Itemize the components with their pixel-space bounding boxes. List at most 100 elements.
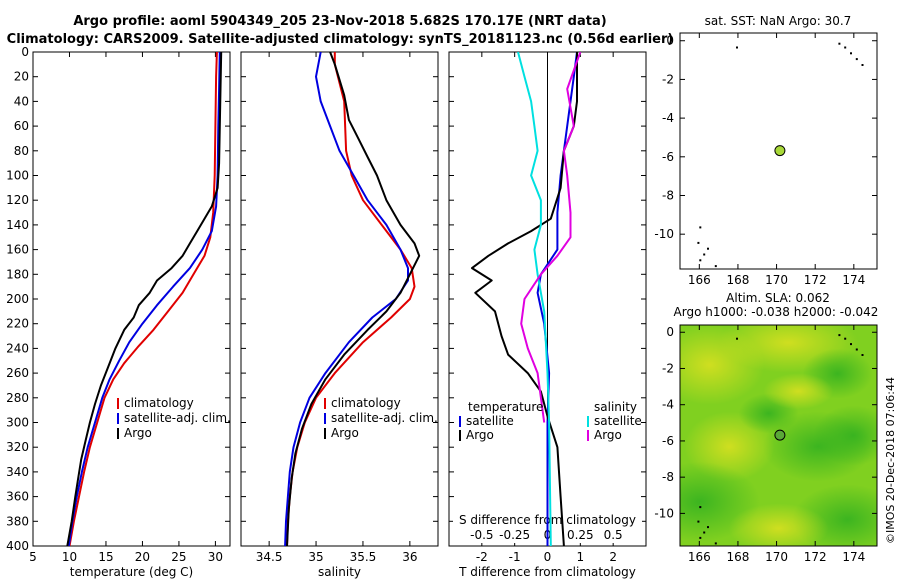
coastline-speck bbox=[844, 337, 847, 340]
map-y-tick-label: 0 bbox=[666, 325, 674, 339]
x-tick-label: 0 bbox=[544, 550, 552, 564]
coastline-speck bbox=[699, 506, 702, 509]
y-tick-label: 240 bbox=[6, 341, 29, 355]
coastline-speck bbox=[850, 343, 852, 346]
y-tick-label: 320 bbox=[6, 440, 29, 454]
map-x-tick-label: 172 bbox=[804, 550, 827, 564]
legend-entry-climatology: climatology bbox=[124, 396, 194, 410]
coastline-speck bbox=[703, 531, 706, 534]
y-tick-label: 60 bbox=[14, 119, 29, 133]
y-tick-label: 140 bbox=[6, 218, 29, 232]
title-line2: Climatology: CARS2009. Satellite-adjuste… bbox=[7, 32, 674, 47]
x-tick-label: 2 bbox=[609, 550, 617, 564]
coastline-speck bbox=[703, 253, 706, 256]
s-diff-tick-label: -0.25 bbox=[499, 528, 530, 542]
y-tick-label: 200 bbox=[6, 292, 29, 306]
series-line-climatology bbox=[68, 52, 218, 546]
s-diff-tick-label: -0.5 bbox=[470, 528, 493, 542]
series-line-t-argo bbox=[471, 52, 578, 546]
sla-anomaly-patch bbox=[680, 325, 765, 405]
legend-entry-satellite: satellite-adj. clim. bbox=[124, 411, 231, 425]
coastline-speck bbox=[838, 42, 841, 45]
series-group bbox=[66, 52, 223, 546]
legend-entry-s-argo: Argo bbox=[594, 428, 622, 442]
map-x-tick-label: 170 bbox=[765, 550, 788, 564]
x-tick-label: 35 bbox=[308, 550, 323, 564]
y-tick-label: 40 bbox=[14, 94, 29, 108]
sla-field bbox=[680, 325, 877, 546]
x-tick-label: 34.5 bbox=[256, 550, 283, 564]
map-x-tick-label: 172 bbox=[804, 273, 827, 287]
coastline-speck bbox=[855, 58, 858, 61]
x-tick-label: 36 bbox=[402, 550, 417, 564]
coastline-speck bbox=[855, 348, 858, 351]
coastline-speck bbox=[699, 226, 702, 229]
map-y-tick-label: -10 bbox=[654, 506, 674, 520]
y-tick-label: 220 bbox=[6, 317, 29, 331]
argo-float-marker bbox=[774, 145, 786, 157]
legend-entry-t-satellite: satellite bbox=[466, 414, 514, 428]
coastline-speck bbox=[697, 520, 700, 523]
legend-entry-s-satellite: satellite bbox=[594, 414, 642, 428]
map-x-tick-label: 174 bbox=[842, 550, 865, 564]
legend-title-temperature: temperature bbox=[468, 400, 543, 414]
series-line-argo bbox=[286, 52, 421, 546]
y-tick-label: 160 bbox=[6, 243, 29, 257]
x-tick-label: -1 bbox=[509, 550, 521, 564]
x-axis-label: salinity bbox=[318, 565, 361, 579]
y-tick-label: 280 bbox=[6, 391, 29, 405]
map-x-tick-label: 166 bbox=[688, 550, 711, 564]
map-frame bbox=[679, 32, 878, 270]
y-tick-label: 100 bbox=[6, 169, 29, 183]
x-tick-label: 15 bbox=[98, 550, 113, 564]
map-frame bbox=[679, 324, 878, 547]
map-x-tick-label: 166 bbox=[688, 273, 711, 287]
map-x-tick-label: 170 bbox=[765, 273, 788, 287]
map-y-tick-label: -8 bbox=[662, 470, 674, 484]
legend-entry-argo: Argo bbox=[331, 426, 359, 440]
coastline-speck bbox=[736, 337, 738, 340]
map-y-tick-label: -4 bbox=[662, 111, 674, 125]
coastline-speck bbox=[861, 64, 864, 66]
map-y-tick-label: -6 bbox=[662, 434, 674, 448]
y-tick-label: 260 bbox=[6, 366, 29, 380]
x-tick-label: 20 bbox=[135, 550, 150, 564]
sla-map-panel: 166 168 170 172 174 0 -2 -4 -6 -8 -10 bbox=[654, 324, 878, 564]
s-diff-tick-label: 0.25 bbox=[567, 528, 594, 542]
series-group bbox=[471, 52, 582, 546]
sla-map-title: Altim. SLA: 0.062 bbox=[726, 291, 830, 305]
x-tick-label: 30 bbox=[208, 550, 223, 564]
map-y-tick-label: -10 bbox=[654, 227, 674, 241]
argo-float-marker bbox=[774, 429, 786, 441]
y-tick-label: 120 bbox=[6, 193, 29, 207]
coastline-speck bbox=[850, 52, 852, 55]
y-tick-label: 0 bbox=[21, 45, 29, 59]
coastline-speck bbox=[838, 334, 841, 337]
y-tick-label: 400 bbox=[6, 539, 29, 553]
legend-title-salinity: salinity bbox=[594, 400, 637, 414]
x-tick-label: 5 bbox=[29, 550, 37, 564]
map-y-tick-label: 0 bbox=[666, 34, 674, 48]
axes-frame bbox=[32, 51, 231, 547]
series-line-s-argo bbox=[520, 52, 582, 423]
y-tick-label: 300 bbox=[6, 416, 29, 430]
map-y-tick-label: -4 bbox=[662, 398, 674, 412]
y-tick-label: 340 bbox=[6, 465, 29, 479]
coastline-speck bbox=[707, 526, 709, 529]
legend-entry-satellite: satellite-adj. clim. bbox=[331, 411, 438, 425]
x-tick-label: 25 bbox=[171, 550, 186, 564]
sla-map-subtitle: Argo h1000: -0.038 h2000: -0.042 bbox=[674, 305, 879, 319]
imos-footer: ©IMOS 20-Dec-2018 07:06:44 bbox=[884, 377, 897, 544]
series-line-s-satellite bbox=[517, 52, 552, 546]
coastline-speck bbox=[714, 265, 717, 268]
map-y-tick-label: -2 bbox=[662, 72, 674, 86]
sla-anomaly-patch bbox=[813, 405, 877, 466]
salinity-panel: 34.5 35 35.5 36 salinity climatologysatellite… bbox=[240, 51, 439, 579]
sst-map-panel: 166 168 170 172 174 0 -2 -4 -6 -8 -10 bbox=[654, 32, 878, 287]
sst-map-title: sat. SST: NaN Argo: 30.7 bbox=[705, 14, 852, 28]
temperature-panel: 0 20 40 60 80 100 120 140 160 180 200 220 240 260 280 3… bbox=[6, 45, 231, 579]
series-line-argo bbox=[66, 52, 223, 546]
legend-entry-climatology: climatology bbox=[331, 396, 401, 410]
x-tick-label: 10 bbox=[62, 550, 77, 564]
